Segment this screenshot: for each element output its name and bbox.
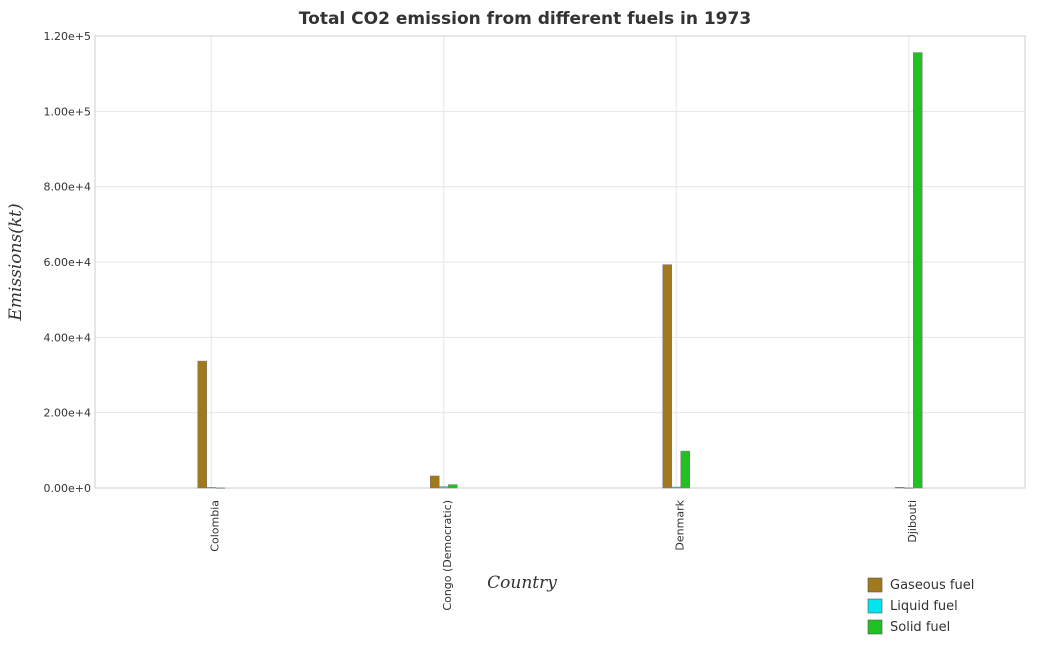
bar <box>904 487 914 489</box>
y-tick-label: 8.00e+4 <box>44 181 91 194</box>
y-tick-label: 4.00e+4 <box>44 331 91 344</box>
bar <box>680 450 690 489</box>
bar <box>197 360 207 489</box>
x-tick-label: Djibouti <box>906 500 919 543</box>
bar <box>448 484 458 489</box>
bars <box>197 52 923 489</box>
bar <box>895 487 905 489</box>
x-tick-label: Denmark <box>673 499 686 550</box>
legend-label: Liquid fuel <box>890 599 958 614</box>
legend-label: Gaseous fuel <box>890 578 974 593</box>
y-tick-label: 2.00e+4 <box>44 407 91 420</box>
y-tick-label: 6.00e+4 <box>44 256 91 269</box>
x-axis-ticks: Colombia Congo (Democratic) Denmark Djibout… <box>208 499 919 610</box>
y-axis-label: Emissions(kt) <box>6 203 26 321</box>
y-tick-label: 1.00e+5 <box>44 105 91 118</box>
bar <box>430 475 440 489</box>
y-axis-ticks: 0.00e+0 2.00e+4 4.00e+4 6.00e+4 8.00e+4 1.00e… <box>44 30 91 495</box>
plot-area-frame <box>94 35 1026 489</box>
x-axis-label: Country <box>487 573 557 593</box>
bar <box>662 264 672 489</box>
legend-swatch <box>867 619 883 635</box>
bar <box>439 486 449 489</box>
legend-label: Solid fuel <box>890 620 950 635</box>
x-tick-label: Congo (Democratic) <box>441 500 454 611</box>
gridlines <box>95 35 1025 489</box>
bar <box>671 486 681 489</box>
legend: Gaseous fuel Liquid fuel Solid fuel <box>867 577 974 635</box>
bar <box>215 487 225 489</box>
chart-title: Total CO2 emission from different fuels … <box>299 9 751 29</box>
legend-swatch <box>867 577 883 593</box>
y-tick-label: 0.00e+0 <box>44 482 91 495</box>
x-tick-label: Colombia <box>208 500 221 552</box>
y-tick-label: 1.20e+5 <box>44 30 91 43</box>
bar <box>913 52 923 489</box>
bar <box>206 487 216 489</box>
legend-swatch <box>867 598 883 614</box>
